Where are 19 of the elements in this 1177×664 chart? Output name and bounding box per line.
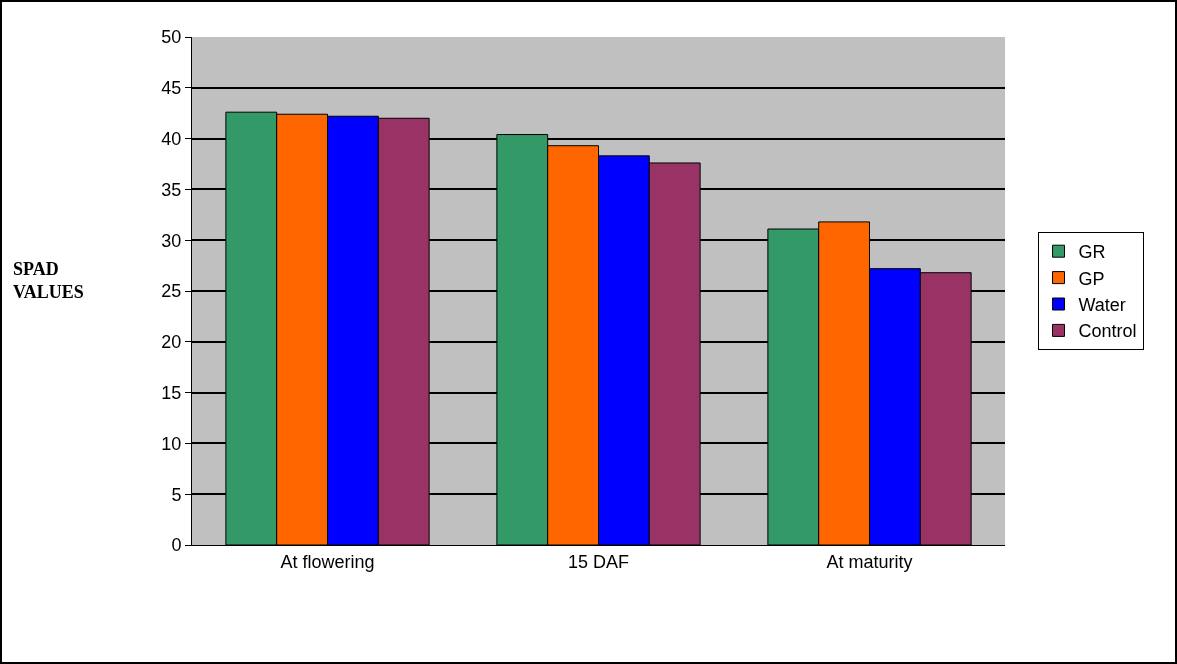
- y-tick-label: 15: [161, 382, 182, 403]
- y-tick-label: 35: [161, 179, 182, 200]
- legend-label: GP: [1078, 268, 1105, 289]
- y-tick-label: 50: [161, 27, 182, 48]
- legend-label: Control: [1078, 321, 1137, 342]
- y-axis-title: SPAD VALUES: [13, 259, 84, 303]
- x-tick-label: At flowering: [280, 551, 375, 572]
- x-tick-label: At maturity: [826, 551, 913, 572]
- y-tick-label: 25: [161, 281, 182, 302]
- y-tick-label: 20: [161, 332, 182, 353]
- y-tick-label: 40: [161, 128, 182, 149]
- y-tick-label: 5: [171, 484, 182, 505]
- legend-label: GR: [1078, 242, 1106, 263]
- y-tick-label: 45: [161, 78, 182, 99]
- y-tick-label: 30: [161, 230, 182, 251]
- y-tick-label: 10: [161, 433, 182, 454]
- x-tick-label: 15 DAF: [567, 551, 630, 572]
- legend-label: Water: [1078, 295, 1126, 316]
- y-tick-label: 0: [171, 535, 182, 556]
